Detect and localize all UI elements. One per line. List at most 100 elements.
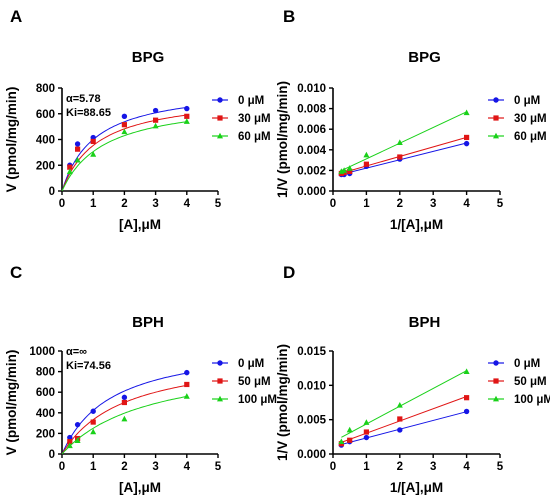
y-tick-label: 200 xyxy=(36,428,55,440)
data-point xyxy=(67,439,73,445)
legend: 0 μM 30 μM 60 μM xyxy=(212,95,271,143)
y-tick-label: 0.010 xyxy=(297,83,326,95)
fit-line xyxy=(61,395,187,455)
legend-label: 60 μM xyxy=(238,131,271,143)
data-point xyxy=(184,369,190,376)
data-point xyxy=(121,394,128,401)
y-tick-label: 600 xyxy=(36,387,55,399)
y-tick-label: 0 xyxy=(49,186,55,198)
data-point xyxy=(75,146,81,152)
y-tick-label: 0.006 xyxy=(297,124,326,136)
data-point xyxy=(121,399,127,406)
data-point xyxy=(90,151,97,157)
legend-label: 60 μM xyxy=(514,131,547,143)
data-point xyxy=(121,113,128,120)
y-tick-label: 0.008 xyxy=(297,104,326,116)
fit-line xyxy=(341,370,467,438)
legend: 0 μM 50 μM 100 μM xyxy=(212,358,277,406)
data-point xyxy=(464,134,470,141)
x-tick-label: 4 xyxy=(184,198,191,210)
data-point xyxy=(346,165,353,171)
data-point xyxy=(74,141,81,147)
series-2 xyxy=(61,381,190,455)
data-point xyxy=(341,167,348,173)
legend-marker xyxy=(217,395,223,402)
data-point xyxy=(363,151,370,158)
x-axis-label: [A],μM xyxy=(119,217,161,232)
chart-title: BPH xyxy=(409,314,441,331)
x-tick-label: 2 xyxy=(397,461,403,473)
legend-marker xyxy=(493,360,499,366)
x-tick-label: 1 xyxy=(363,461,370,473)
data-point xyxy=(397,416,403,422)
data-point xyxy=(152,107,159,114)
series-3 xyxy=(61,393,190,455)
legend-marker xyxy=(493,115,499,121)
data-point xyxy=(121,122,127,128)
panel-a: A BPG 0 1 2 3 4 5 0 200 400 600 800 [A],μM V (pmol/mg/… xyxy=(4,7,271,232)
y-tick-label: 200 xyxy=(36,160,55,172)
legend-label: 50 μM xyxy=(514,376,547,388)
series-1 xyxy=(61,369,190,455)
legend-marker xyxy=(217,97,223,103)
x-tick-label: 3 xyxy=(152,461,158,473)
data-point xyxy=(184,381,190,388)
panel-label: D xyxy=(283,263,295,282)
data-point xyxy=(363,434,370,441)
y-tick-label: 0.005 xyxy=(297,415,326,427)
data-point xyxy=(396,139,403,145)
data-point xyxy=(67,164,73,170)
x-tick-label: 0 xyxy=(330,198,336,210)
fit-line xyxy=(341,396,467,443)
data-point xyxy=(90,419,96,425)
annotation: α=∞ xyxy=(66,346,87,358)
x-tick-label: 3 xyxy=(430,198,436,210)
y-tick-label: 600 xyxy=(36,109,55,121)
x-tick-label: 0 xyxy=(330,461,336,473)
y-tick-label: 0 xyxy=(49,449,55,461)
panel-b: B BPG 0 1 2 3 4 5 0.000 0.002 0.004 0.006 0.008 0.010… xyxy=(275,7,547,232)
x-tick-label: 3 xyxy=(152,198,158,210)
data-point xyxy=(347,437,353,443)
legend-marker xyxy=(493,395,499,402)
data-point xyxy=(66,168,73,175)
data-point xyxy=(183,118,190,124)
x-axis-label: 1/[A],μM xyxy=(390,480,443,495)
data-point xyxy=(121,128,128,135)
panel-label: C xyxy=(10,263,22,282)
data-point xyxy=(463,408,470,415)
legend-label: 0 μM xyxy=(238,358,264,370)
legend-label: 100 μM xyxy=(238,394,277,406)
data-point xyxy=(153,117,159,123)
data-point xyxy=(184,105,190,112)
legend-label: 100 μM xyxy=(514,394,550,406)
legend-marker xyxy=(493,97,499,103)
series-3 xyxy=(338,368,470,445)
legend-marker xyxy=(217,115,223,121)
x-tick-label: 4 xyxy=(463,461,470,473)
legend: 0 μM 30 μM 60 μM xyxy=(488,95,547,143)
y-tick-label: 0.015 xyxy=(297,346,326,358)
legend-marker xyxy=(493,378,499,384)
legend-label: 0 μM xyxy=(238,95,264,107)
panel-label: B xyxy=(283,7,295,26)
y-tick-label: 0.000 xyxy=(297,449,326,461)
data-point xyxy=(396,402,403,408)
data-point xyxy=(463,109,470,116)
data-point xyxy=(152,122,159,129)
x-tick-label: 4 xyxy=(463,198,470,210)
data-point xyxy=(74,156,81,163)
x-tick-label: 1 xyxy=(90,461,97,473)
series-1 xyxy=(61,105,190,192)
annotation: α=5.78 xyxy=(66,93,101,105)
y-tick-label: 0.002 xyxy=(297,165,326,177)
data-point xyxy=(363,161,369,167)
series-1 xyxy=(338,140,470,178)
legend-marker xyxy=(493,132,499,139)
x-tick-label: 0 xyxy=(59,198,65,210)
y-axis-label: V (pmol/mg/min) xyxy=(4,87,19,193)
chart-title: BPH xyxy=(132,314,164,331)
series-3 xyxy=(338,109,470,174)
annotation: Ki=74.56 xyxy=(66,360,111,372)
